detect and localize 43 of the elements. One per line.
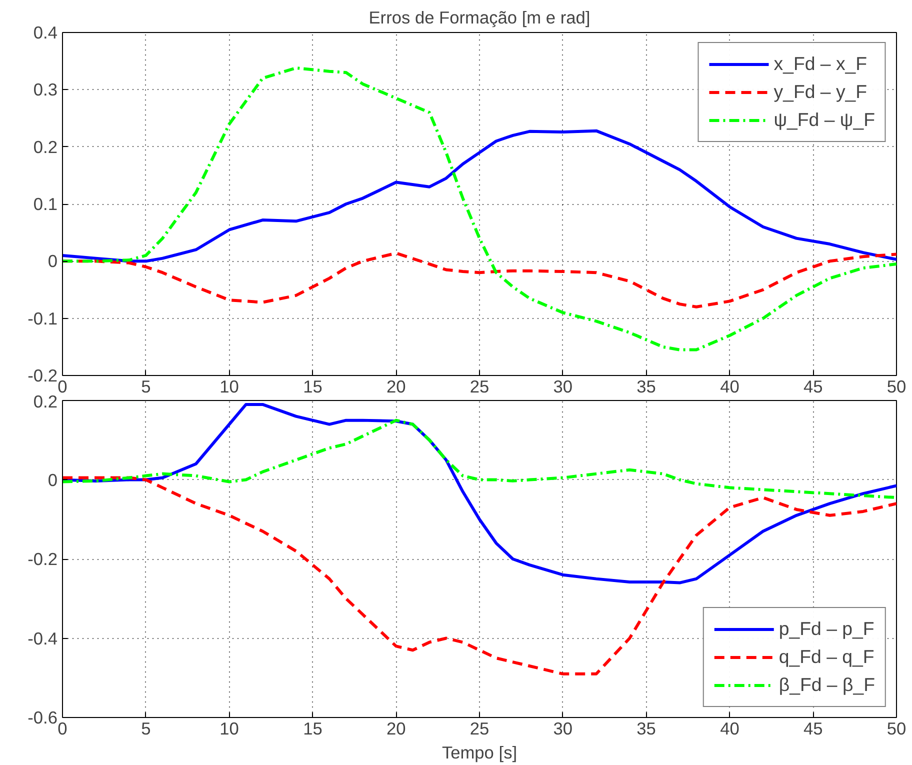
x-tick-label: 5 [141,376,151,396]
legend-label: y_Fd – y_F [774,81,868,103]
x-tick-label: 20 [386,376,406,396]
y-tick-label: 0.4 [33,22,58,42]
x-tick-label: 20 [386,718,406,738]
y-tick-label: 0 [48,251,58,272]
x-tick-label: 5 [141,718,151,738]
y-tick-label: 0.2 [33,392,58,412]
legend-label: q_Fd – q_F [778,646,874,668]
x-tick-label: 30 [553,376,573,396]
x-tick-label: 40 [720,718,740,738]
x-axis-title: Tempo [s] [442,742,518,762]
legend-label: p_Fd – p_F [778,618,874,640]
x-tick-label: 30 [553,718,573,738]
legend-label: x_Fd – x_F [774,53,868,75]
y-tick-label: -0.1 [28,308,58,328]
y-tick-label: -0.2 [28,366,58,386]
x-tick-label: 35 [636,718,656,738]
y-tick-label: 0.2 [33,136,58,157]
y-tick-label: -0.4 [28,628,58,648]
line-series [62,418,896,500]
legend-label: β_Fd – β_F [778,674,875,696]
x-tick-label: 10 [220,376,239,396]
y-tick-label: -0.6 [28,708,58,728]
x-tick-label: 10 [220,718,239,738]
x-tick-label: 50 [886,718,906,738]
x-tick-label: 35 [636,376,656,396]
y-tick-label: -0.2 [28,549,58,569]
y-tick-label: 0.3 [33,80,58,100]
x-tick-label: 15 [303,376,322,396]
x-tick-label: 45 [803,376,823,396]
chart-title: Erros de Formação [m e rad] [368,8,590,28]
x-tick-label: 40 [720,376,740,396]
x-tick-label: 45 [803,718,823,738]
x-tick-label: 25 [470,376,490,396]
x-tick-label: 25 [470,718,490,738]
line-series [62,129,896,263]
y-tick-label: 0.1 [33,194,58,214]
legend-label: ψ_Fd – ψ_F [774,109,875,131]
x-tick-label: 15 [303,718,322,738]
line-series [62,476,896,676]
x-tick-label: 50 [886,376,906,396]
y-tick-label: 0 [48,470,58,490]
